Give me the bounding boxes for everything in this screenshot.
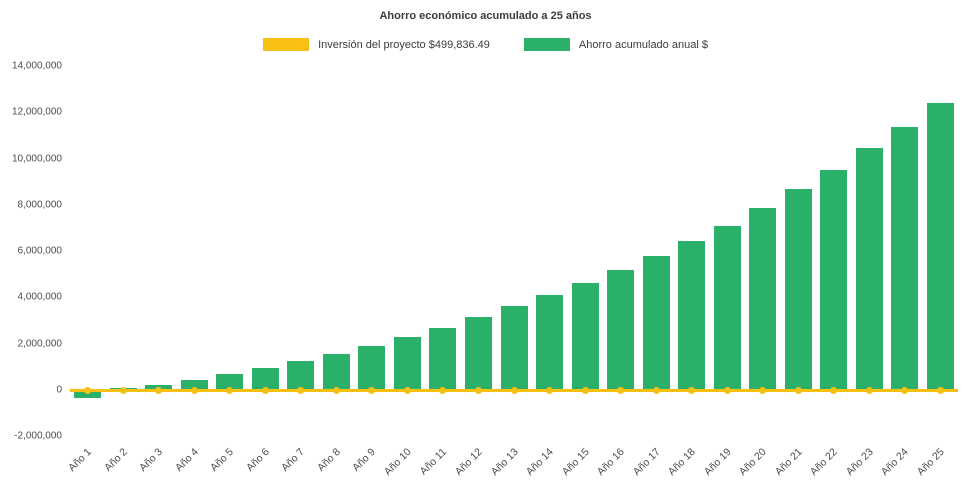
savings-bar[interactable] <box>216 374 244 390</box>
investment-point[interactable] <box>332 386 340 394</box>
legend-label-investment: Inversión del proyecto $499,836.49 <box>318 38 490 51</box>
savings-bar[interactable] <box>322 353 350 390</box>
y-axis: 14,000,000 12,000,000 10,000,000 8,000,000 6… <box>0 61 63 442</box>
plot-area <box>70 66 958 438</box>
savings-bar[interactable] <box>251 368 279 390</box>
savings-bar[interactable] <box>358 346 386 390</box>
x-tick-label: Año 24 <box>879 446 912 479</box>
savings-bar[interactable] <box>536 295 564 390</box>
x-tick-label: Año 12 <box>452 446 485 479</box>
investment-point[interactable] <box>474 386 482 394</box>
legend-item-savings[interactable]: Ahorro acumulado anual $ <box>523 38 708 51</box>
investment-point[interactable] <box>830 386 838 394</box>
savings-bar[interactable] <box>180 380 208 390</box>
x-tick-label: Año 14 <box>523 446 557 479</box>
x-tick-label: Año 19 <box>701 446 734 479</box>
investment-point[interactable] <box>723 386 731 394</box>
savings-bar[interactable] <box>74 390 102 399</box>
y-tick-label: 14,000,000 <box>11 60 62 72</box>
y-tick-label: -2,000,000 <box>14 430 62 442</box>
legend-swatch-investment-icon <box>263 38 310 51</box>
x-tick-label: Año 21 <box>772 446 805 479</box>
investment-point[interactable] <box>368 386 376 394</box>
x-tick-label: Año 5 <box>208 446 237 474</box>
investment-point[interactable] <box>297 386 305 394</box>
x-tick-label: Año 2 <box>101 446 130 474</box>
savings-bar[interactable] <box>642 256 670 390</box>
y-tick-label: 12,000,000 <box>11 106 62 118</box>
investment-point[interactable] <box>190 386 198 394</box>
savings-bar[interactable] <box>607 270 635 390</box>
investment-point[interactable] <box>759 386 767 394</box>
savings-bar[interactable] <box>855 148 883 390</box>
y-tick-label: 8,000,000 <box>17 199 63 211</box>
x-tick-label: Año 3 <box>137 446 166 474</box>
savings-bar[interactable] <box>678 241 706 390</box>
x-tick-label: Año 23 <box>843 446 876 479</box>
y-tick-label: 0 <box>56 384 62 396</box>
savings-bar[interactable] <box>393 337 421 390</box>
savings-bar[interactable] <box>500 306 528 390</box>
savings-bar[interactable] <box>820 170 848 390</box>
savings-bar[interactable] <box>287 361 315 390</box>
investment-point[interactable] <box>581 386 589 394</box>
savings-bar[interactable] <box>429 327 457 390</box>
x-tick-label: Año 6 <box>243 446 272 474</box>
investment-point[interactable] <box>652 386 660 394</box>
investment-point[interactable] <box>155 386 163 394</box>
investment-point[interactable] <box>688 386 696 394</box>
investment-point[interactable] <box>865 386 873 394</box>
y-tick-label: 6,000,000 <box>17 245 63 257</box>
x-tick-label: Año 16 <box>595 446 628 479</box>
investment-point[interactable] <box>794 386 802 394</box>
x-tick-label: Año 10 <box>381 446 414 479</box>
x-tick-label: Año 8 <box>314 446 343 474</box>
x-tick-label: Año 4 <box>172 446 201 474</box>
investment-point[interactable] <box>936 386 944 394</box>
legend-swatch-savings-icon <box>523 38 570 51</box>
investment-point[interactable] <box>510 386 518 394</box>
investment-point[interactable] <box>901 386 909 394</box>
legend-label-savings: Ahorro acumulado anual $ <box>578 38 708 51</box>
x-tick-label: Año 9 <box>350 446 379 474</box>
investment-point[interactable] <box>261 386 269 394</box>
investment-point[interactable] <box>403 386 411 394</box>
savings-bar[interactable] <box>784 188 812 390</box>
x-tick-label: Año 18 <box>666 446 699 479</box>
savings-bar[interactable] <box>891 126 919 390</box>
investment-point[interactable] <box>226 386 234 394</box>
savings-bar[interactable] <box>571 283 599 390</box>
y-tick-label: 4,000,000 <box>17 291 63 303</box>
savings-bar[interactable] <box>926 103 954 390</box>
legend-item-investment[interactable]: Inversión del proyecto $499,836.49 <box>263 38 490 51</box>
x-axis: Año 1 Año 2 Año 3 Año 4 Año 5 Año 6 Año 7 Año 8… <box>66 442 958 484</box>
x-tick-label: Año 7 <box>279 446 308 474</box>
investment-point[interactable] <box>617 386 625 394</box>
x-tick-label: Año 13 <box>488 446 521 479</box>
chart-title: Ahorro económico acumulado a 25 años <box>379 10 592 22</box>
investment-point[interactable] <box>84 386 92 394</box>
investment-point[interactable] <box>546 386 554 394</box>
chart-legend: Inversión del proyecto $499,836.49 Ahorr… <box>0 38 971 51</box>
x-tick-label: Año 15 <box>559 446 592 479</box>
savings-bar[interactable] <box>464 317 492 390</box>
savings-bar[interactable] <box>749 207 777 390</box>
savings-bar[interactable] <box>713 225 741 390</box>
x-tick-label: Año 11 <box>417 446 450 478</box>
x-tick-label: Año 22 <box>808 446 841 479</box>
x-tick-label: Año 20 <box>737 446 770 479</box>
x-tick-label: Año 1 <box>66 446 95 474</box>
y-tick-label: 10,000,000 <box>11 153 62 165</box>
x-tick-label: Año 17 <box>630 446 663 479</box>
investment-point[interactable] <box>119 386 127 394</box>
x-tick-label: Año 25 <box>914 446 947 479</box>
investment-point[interactable] <box>439 386 447 394</box>
y-tick-label: 2,000,000 <box>17 338 63 350</box>
